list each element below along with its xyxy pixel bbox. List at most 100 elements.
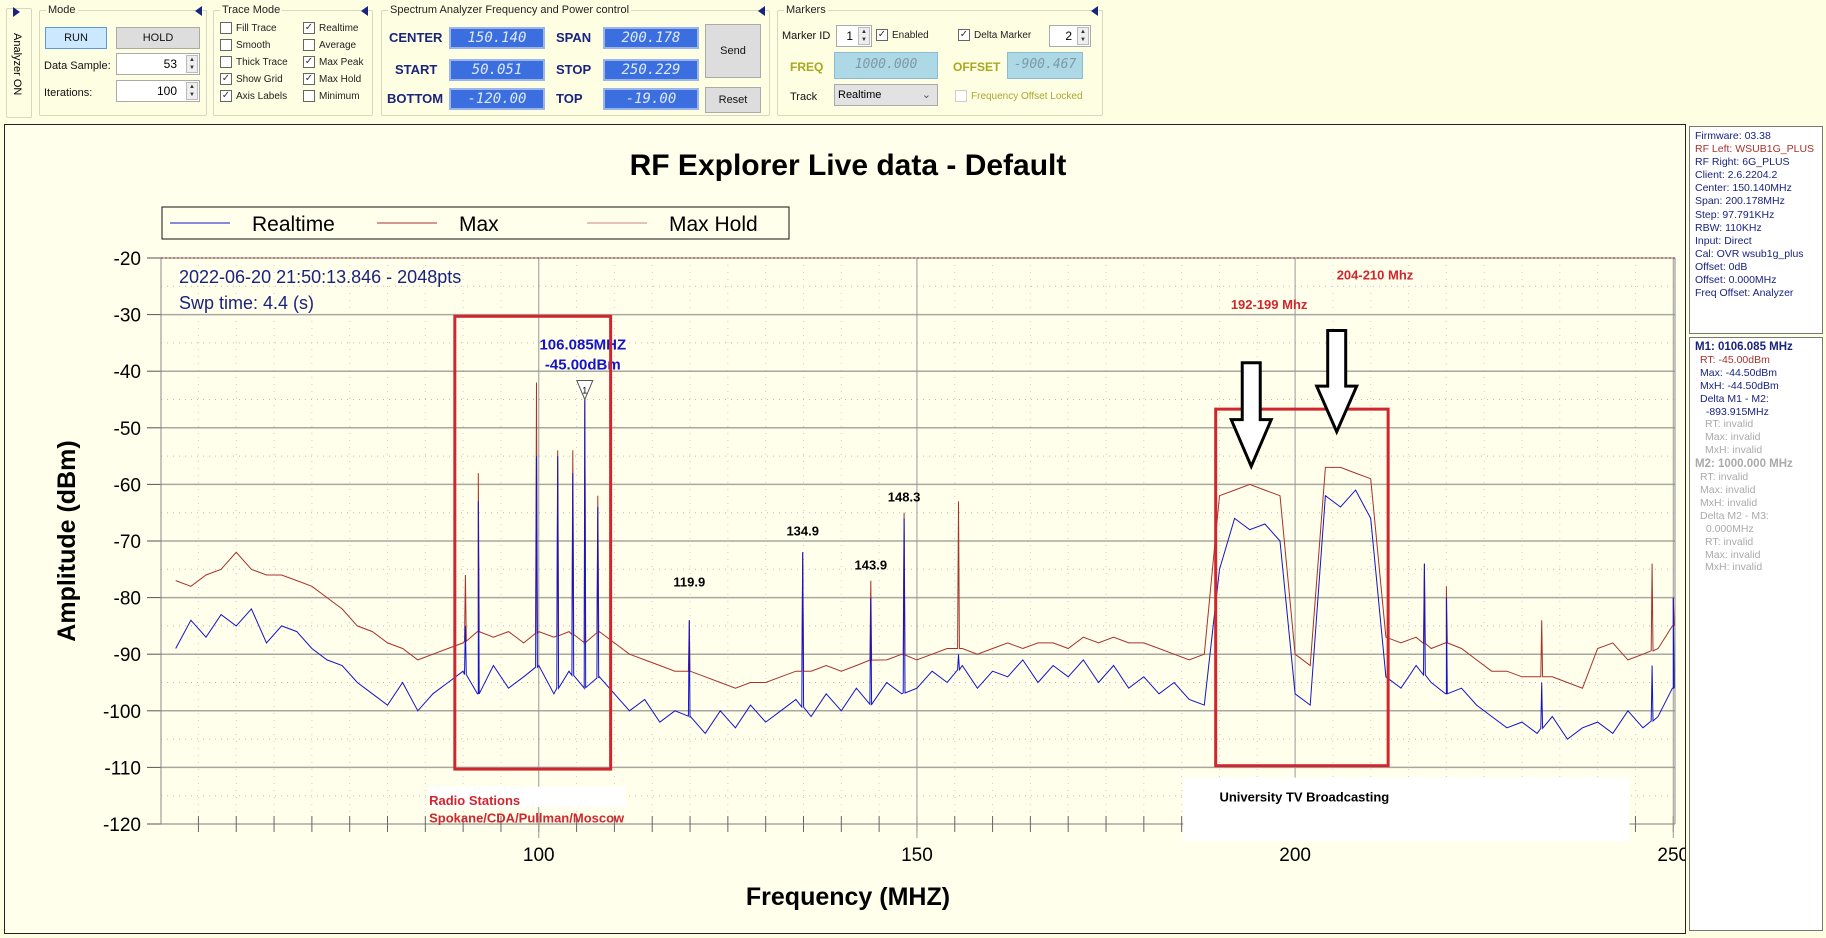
marker-id-value: 1 — [846, 29, 853, 43]
send-button[interactable]: Send — [705, 24, 761, 78]
y-tick-label: -100 — [103, 702, 141, 723]
track-dropdown[interactable]: Realtime ⌄ — [834, 84, 938, 106]
marker1-delta-line: Max: invalid — [1705, 431, 1761, 444]
tv-broadcasting-label: University TV Broadcasting — [1219, 789, 1389, 804]
device-info-line: Firmware: 03.38 — [1695, 130, 1771, 142]
marker-id-label: 1 — [582, 386, 587, 396]
checkbox-icon — [220, 22, 232, 34]
span-field[interactable]: 200.178 — [603, 27, 699, 49]
collapse-icon[interactable] — [1091, 6, 1098, 16]
stop-field[interactable]: 250.229 — [603, 59, 699, 81]
checkbox-checked-icon: ✓ — [220, 73, 232, 85]
top-field[interactable]: -19.00 — [603, 88, 699, 110]
realtime-trace — [175, 399, 1675, 740]
checkbox-icon — [220, 56, 232, 68]
y-tick-label: -60 — [114, 475, 141, 496]
offset-label: OFFSET — [953, 60, 1001, 74]
iterations-value: 100 — [156, 84, 177, 98]
y-tick-label: -70 — [114, 532, 141, 553]
checkbox-checked-icon: ✓ — [220, 90, 232, 102]
trace-mode-title: Trace Mode — [220, 4, 283, 16]
iterations-label: Iterations: — [44, 87, 93, 99]
frequency-power-panel: Spectrum Analyzer Frequency and Power co… — [381, 4, 770, 116]
collapse-icon[interactable] — [195, 6, 202, 16]
y-tick-label: -30 — [114, 306, 141, 327]
freq-label: FREQ — [790, 60, 824, 74]
trace-option-checkbox[interactable]: Smooth — [220, 39, 270, 51]
marker2-line: RT: invalid — [1705, 535, 1754, 548]
trace-option-checkbox[interactable]: Average — [303, 39, 356, 51]
y-tick-label: -90 — [114, 645, 141, 666]
data-sample-spinner[interactable]: 53 ▲ ▼ — [116, 53, 200, 75]
marker1-line: RT: -45.00dBm — [1700, 353, 1770, 366]
trace-mode-panel: Trace Mode Fill Trace Smooth Thick Trace ✓ S… — [213, 4, 373, 116]
y-tick-label: -120 — [103, 815, 141, 836]
hold-button[interactable]: HOLD — [116, 27, 200, 49]
checkbox-checked-icon: ✓ — [303, 56, 315, 68]
chevron-down-icon: ⌄ — [921, 89, 931, 101]
trace-option-checkbox[interactable]: ✓ Realtime — [303, 22, 358, 34]
reset-button[interactable]: Reset — [705, 87, 761, 113]
trace-option-checkbox[interactable]: ✓ Max Peak — [303, 56, 363, 68]
marker-id-label: Marker ID — [782, 30, 831, 42]
start-label: START — [395, 62, 438, 77]
marker-freq-label: 106.085MHZ — [539, 337, 626, 354]
trace-option-checkbox[interactable]: Thick Trace — [220, 56, 288, 68]
frequency-offset-locked-checkbox[interactable]: Frequency Offset Locked — [955, 90, 1083, 102]
trace-option-label: Realtime — [319, 22, 359, 34]
trace-option-label: Minimum — [319, 90, 360, 102]
center-label: CENTER — [389, 30, 443, 45]
trace-option-checkbox[interactable]: ✓ Axis Labels — [220, 90, 287, 102]
run-button[interactable]: RUN — [45, 27, 107, 49]
y-tick-label: -40 — [114, 362, 141, 383]
marker-offset-field[interactable]: -900.467 — [1007, 52, 1083, 79]
marker2-line: RT: invalid — [1700, 471, 1749, 484]
iterations-spinner[interactable]: 100 ▲ ▼ — [116, 80, 200, 102]
marker-level-label: -45.00dBm — [545, 357, 621, 374]
label-background — [1183, 777, 1630, 841]
marker-1-icon[interactable] — [576, 380, 594, 401]
marker2-line: 0.000MHz — [1700, 522, 1754, 535]
annotation-box — [453, 314, 613, 771]
trace-option-label: Max Hold — [319, 73, 362, 85]
markers-panel: Markers Marker ID 1 ▲ ▼ ✓ Enabled ✓ Delta Ma… — [777, 4, 1103, 116]
bottom-label: BOTTOM — [387, 91, 444, 106]
center-field[interactable]: 150.140 — [449, 27, 545, 49]
delta-marker-checkbox[interactable]: ✓ Delta Marker — [958, 29, 1031, 41]
trace-option-checkbox[interactable]: ✓ Max Hold — [303, 73, 361, 85]
trace-option-checkbox[interactable]: Minimum — [303, 90, 360, 102]
device-info-line: RBW: 110KHz — [1695, 221, 1762, 234]
chart-panel: RF Explorer Live data - Default Realtime M… — [4, 124, 1686, 934]
checkbox-checked-icon: ✓ — [958, 29, 970, 41]
delta-marker-label: Delta Marker — [974, 29, 1032, 41]
spinner-arrows-icon[interactable]: ▲ ▼ — [186, 55, 198, 73]
trace-option-checkbox[interactable]: ✓ Show Grid — [220, 73, 283, 85]
band-label-204-210: 204-210 Mhz — [1337, 268, 1414, 283]
chart-title: RF Explorer Live data - Default — [630, 149, 1067, 182]
delta-id-spinner[interactable]: 2 ▲ ▼ — [1049, 25, 1091, 47]
spinner-arrows-icon[interactable]: ▲ ▼ — [1077, 27, 1089, 45]
trace-option-checkbox[interactable]: Fill Trace — [220, 22, 277, 34]
marker-freq-field[interactable]: 1000.000 — [834, 52, 938, 79]
trace-option-label: Fill Trace — [236, 22, 277, 34]
legend-label: Realtime — [252, 213, 335, 236]
marker-info-panel: M1: 0106.085 MHz RT: -45.00dBm Max: -44.5… — [1689, 337, 1823, 931]
y-tick-label: -50 — [114, 419, 141, 440]
peak-label: 134.9 — [786, 523, 819, 538]
y-tick-label: -110 — [104, 758, 141, 779]
device-info-line: Freq Offset: Analyzer — [1695, 287, 1794, 300]
x-tick-label: 200 — [1279, 845, 1311, 866]
enabled-checkbox[interactable]: ✓ Enabled — [876, 29, 929, 41]
marker-id-spinner[interactable]: 1 ▲ ▼ — [836, 25, 872, 47]
spectrum-chart[interactable]: RF Explorer Live data - Default Realtime M… — [5, 125, 1685, 933]
x-axis-label: Frequency (MHZ) — [746, 883, 950, 911]
start-field[interactable]: 50.051 — [449, 59, 545, 81]
collapse-icon[interactable] — [361, 6, 368, 16]
bottom-field[interactable]: -120.00 — [449, 88, 545, 110]
expand-icon[interactable] — [13, 7, 20, 17]
delta-id-value: 2 — [1065, 29, 1072, 43]
trace-option-label: Max Peak — [319, 56, 364, 68]
collapse-icon[interactable] — [758, 6, 765, 16]
spinner-arrows-icon[interactable]: ▲ ▼ — [186, 82, 198, 100]
spinner-arrows-icon[interactable]: ▲ ▼ — [858, 27, 870, 45]
